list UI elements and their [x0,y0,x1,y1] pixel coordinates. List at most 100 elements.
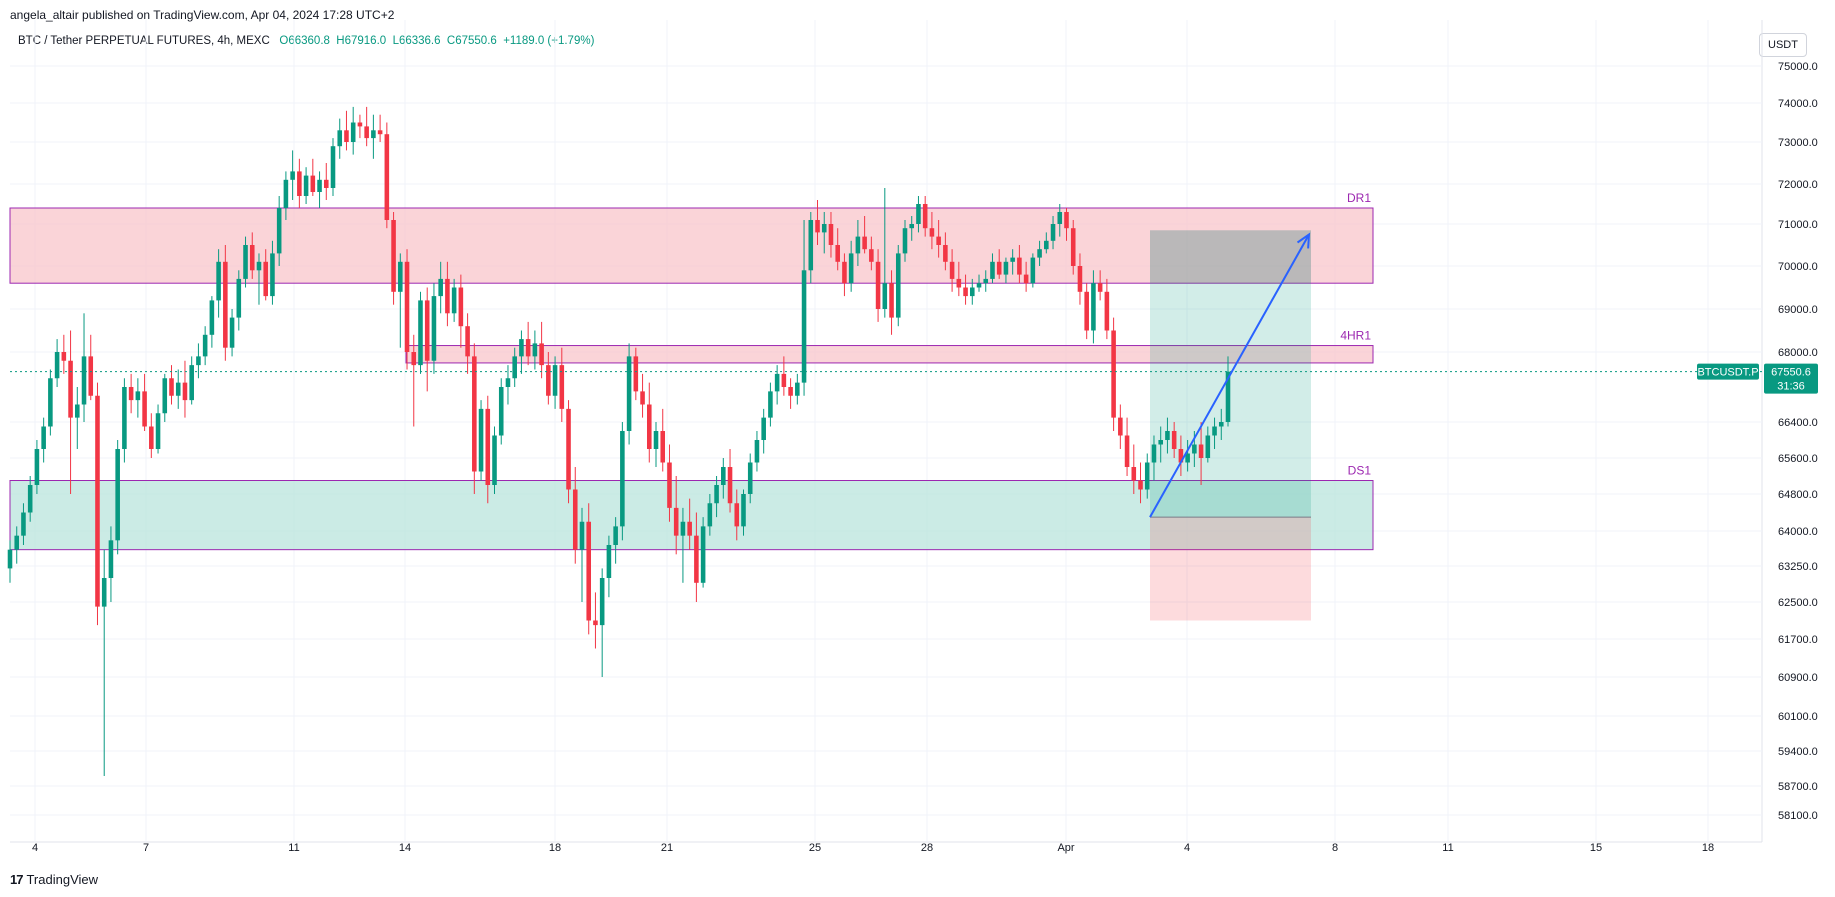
candle-body [149,426,154,449]
price-tag: BTCUSDT.P 67550.6 31:36 [1697,363,1818,394]
ohlc-close: C67550.6 [446,35,497,47]
candle-body [424,300,430,361]
price-tick-label: 70000.0 [1778,261,1818,273]
candle-body [990,261,995,279]
time-tick-label: 25 [809,842,821,854]
candle-body [297,171,302,196]
candle-body [276,208,282,254]
candle-body [613,526,618,545]
candle-body [1077,266,1083,292]
candle-body [61,352,67,361]
currency-button[interactable]: USDT [1759,33,1807,57]
candle-body [815,220,820,233]
candle-body [1118,417,1123,436]
candle-body [155,413,161,449]
candle-body [579,521,585,550]
candle-body [721,467,726,485]
price-tick-label: 60100.0 [1778,711,1818,723]
candle-body [54,352,60,379]
time-tick-label: 21 [661,842,673,854]
candle-body [801,270,807,383]
symbol-legend[interactable]: BTC / Tether PERPETUAL FUTURES, 4h, MEXC… [18,35,594,47]
candle-body [734,503,740,527]
candle-body [492,435,497,485]
candle-body [1023,274,1029,284]
tradingview-brand[interactable]: 17 TradingView [10,872,98,887]
candle-body [1017,257,1022,275]
candle-body [1003,261,1009,275]
candle-body [95,395,100,607]
candle-body [505,378,511,387]
ticker-tag: BTCUSDT.P [1697,367,1758,379]
time-tick-label: 8 [1332,842,1338,854]
zone-ds1 [9,480,1374,551]
candle-body [646,404,652,449]
candle-body [243,245,248,279]
candle-body [1178,449,1184,463]
price-tick-label: 75000.0 [1778,61,1818,73]
overlay-layer: BTCUSDT.P 67550.6 31:36 [10,232,1818,518]
candle-body [1144,462,1150,490]
candle-body [256,261,262,271]
candle-body [1192,444,1197,454]
time-tick-label: 7 [143,842,149,854]
price-tick-label: 65600.0 [1778,453,1818,465]
candle-body [969,287,975,297]
candle-body [559,365,565,409]
candle-body [788,387,793,396]
candle-body [1124,435,1130,467]
candle-body [391,220,396,292]
time-tick-label: 4 [32,842,38,854]
candle-body [795,382,800,396]
candle-body [27,485,33,513]
candle-body [108,540,114,578]
candle-body [707,503,713,527]
candle-body [249,245,255,271]
candle-body [411,352,417,366]
candle-body [189,365,194,401]
stop-area [1150,517,1311,621]
candle-body [519,339,524,357]
candle-body [566,408,571,490]
candle-body [21,512,26,536]
symbol-title[interactable]: BTC / Tether PERPETUAL FUTURES, 4h, MEXC [18,35,270,47]
price-tick-label: 62500.0 [1778,597,1818,609]
candle-body [283,179,289,208]
candle-body [620,431,625,527]
time-tick-label: 28 [921,842,933,854]
projection-arrow [1149,234,1310,518]
candle-body [115,449,120,541]
candle-body [317,179,322,192]
candle-body [431,296,437,361]
candle-body [835,245,840,262]
candle-body [1070,228,1076,266]
candle-body [808,220,814,271]
candle-body [310,175,316,192]
candle-body [855,236,861,254]
price-tick-label: 61700.0 [1778,634,1818,646]
candle-body [1097,283,1103,292]
candle-body [465,326,470,357]
candle-body [821,224,827,233]
candle-body [842,261,847,284]
price-axis: 75000.0 74000.0 73000.0 72000.0 71000.0 70000… [1778,61,1818,822]
candle-body [727,467,733,504]
candle-body [606,545,612,578]
candle-body [1111,330,1116,418]
candle-body [640,391,645,405]
candle-body [1057,212,1063,224]
candle-body [929,228,935,237]
price-tick-label: 64000.0 [1778,526,1818,538]
candle-body [687,521,692,536]
candle-body [828,224,834,245]
candle-body [303,175,309,196]
candle-body [633,356,639,392]
candle-body [1171,431,1177,449]
candle-body [525,339,531,357]
candle-body [700,526,706,583]
candle-body [7,549,13,569]
candle-body [976,283,982,288]
candle-body [404,261,410,352]
price-tick-label: 71000.0 [1778,219,1818,231]
